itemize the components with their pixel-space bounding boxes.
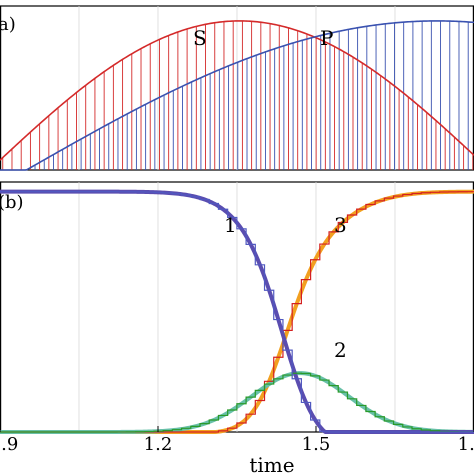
step-population-1 (0, 191, 474, 433)
panel-b: (b) 1 2 3 0.9 1.2 1.5 1.8 time (0, 181, 474, 474)
curve-label-1: 1 (224, 213, 237, 237)
panel-a-pulses (0, 20, 474, 171)
x-tick-label: 0.9 (0, 434, 18, 455)
panel-a-label: a) (0, 14, 16, 35)
x-tick-labels: 0.9 1.2 1.5 1.8 (0, 426, 474, 455)
panel-a: a) S P (0, 5, 474, 171)
x-axis-label: time (249, 453, 294, 474)
curve-label-2: 2 (334, 338, 347, 362)
pulse-label-p: P (320, 26, 333, 50)
pulse-curve-s (0, 20, 474, 161)
pulse-curve-p (0, 20, 474, 171)
panel-a-pulse-bars (2, 20, 474, 170)
pulse-label-s: S (193, 26, 207, 50)
panel-b-label: (b) (0, 192, 24, 213)
panel-b-step-populations (0, 191, 474, 433)
x-tick-label: 1.5 (302, 434, 331, 455)
x-tick-label: 1.2 (144, 434, 173, 455)
x-tick-label: 1.8 (458, 434, 474, 455)
step-population-2 (0, 372, 474, 433)
curve-label-3: 3 (334, 213, 347, 237)
panel-a-grid (78, 6, 396, 170)
